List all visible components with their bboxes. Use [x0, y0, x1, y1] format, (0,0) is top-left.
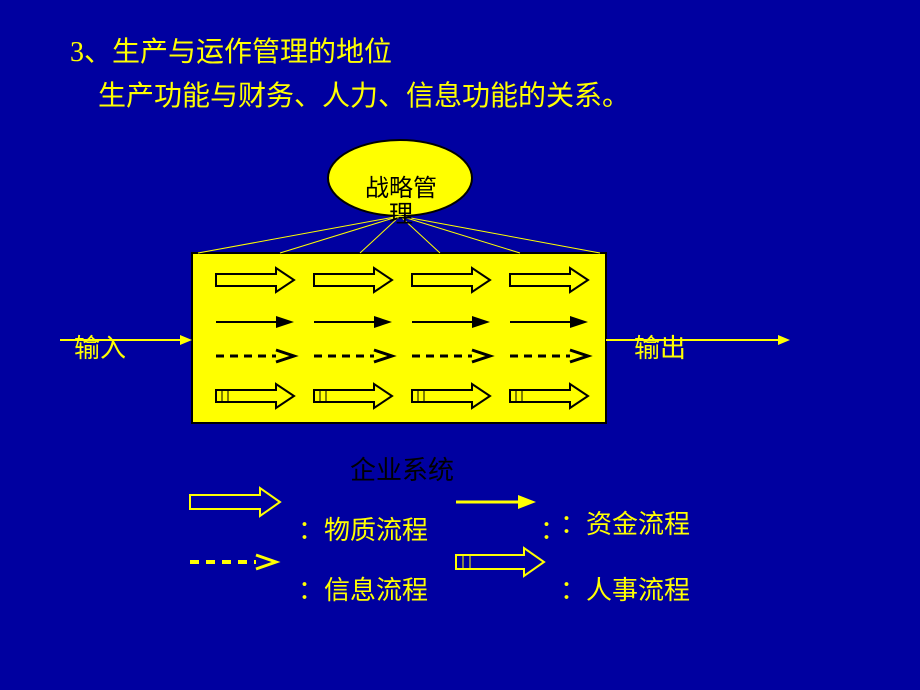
slide-root: 3、生产与运作管理的地位 生产功能与财务、人力、信息功能的关系。 战略管 理 输… [0, 0, 920, 690]
legend-label-info: ：信息流程 [298, 570, 428, 607]
legend-label-hr: ：人事流程 [560, 570, 690, 607]
system-box [192, 253, 606, 423]
output-arrow-head [778, 335, 790, 345]
ellipse-label-line2: 理 [389, 194, 413, 229]
legend-solid-arrow-head [518, 495, 536, 509]
legend-label-material: ：物质流程 [298, 510, 428, 547]
legend-striped-arrow [456, 548, 544, 576]
fan-line [400, 216, 600, 253]
legend-outline-arrow [190, 488, 280, 516]
box-label: 企业系统 [350, 450, 454, 487]
legend-label-finance: ：资金流程 [560, 504, 690, 541]
output-label: 输出 [634, 328, 686, 365]
legend-dashed-arrow-head [256, 555, 276, 569]
legend-colon-finance: ： [540, 510, 566, 547]
diagram-svg [0, 0, 920, 690]
input-arrow-head [180, 335, 192, 345]
input-label: 输入 [74, 328, 126, 365]
